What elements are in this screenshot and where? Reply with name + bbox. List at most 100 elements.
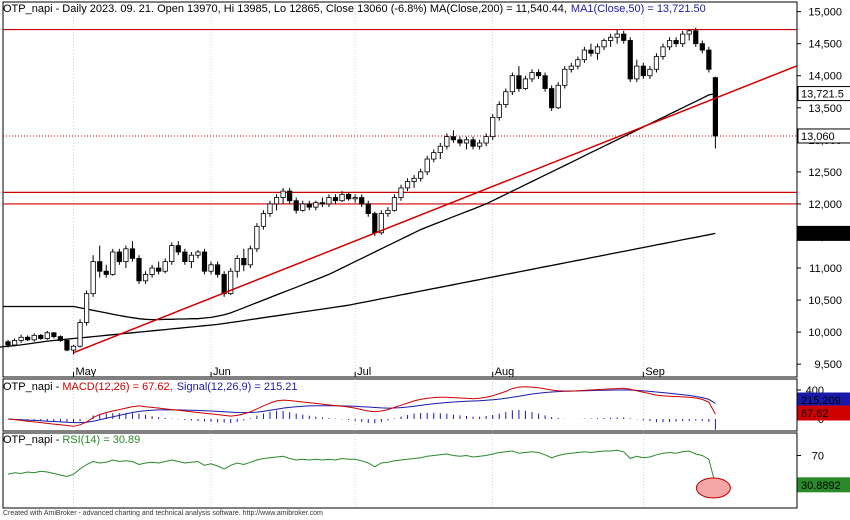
candle-up [18, 336, 24, 341]
candle-down [241, 258, 247, 266]
macd-value-tag-box [797, 405, 850, 421]
panel-frame-2 [2, 432, 798, 509]
candle-up [378, 213, 384, 234]
price-description: - Daily 2023. 09. 21. Open 13970, Hi 139… [53, 3, 430, 15]
moving-averages [0, 92, 716, 348]
price-tags: 13,721.5 13,060 11,540.4 [797, 86, 850, 241]
ma200-value-tag-box [797, 225, 850, 241]
candle-up [476, 142, 483, 147]
candle-up [280, 190, 286, 198]
panel-frame-0 [2, 1, 798, 378]
candle-up [77, 322, 83, 347]
candle-up [575, 59, 581, 67]
macd-value-tag: 67.62 [801, 408, 829, 420]
candle-down [156, 267, 162, 272]
candle-down [136, 258, 142, 282]
candle-up [149, 267, 155, 275]
candle-down [712, 77, 719, 137]
candle-up [608, 36, 614, 41]
candle-down [221, 274, 227, 295]
candle-up [666, 40, 673, 48]
horizontal-levels [3, 28, 797, 205]
rsi-value-tag-box [797, 477, 850, 493]
candle-down [319, 202, 326, 205]
candle-up [634, 65, 640, 80]
trendline [73, 65, 798, 354]
price-tick-label: 15,000 [808, 7, 842, 19]
candle-down [457, 139, 463, 144]
macd-lines [7, 386, 716, 430]
candle-up [522, 78, 529, 89]
candle-down [38, 334, 44, 339]
candle-up [195, 251, 201, 256]
panel-frame-1 [2, 378, 798, 432]
rsi-header: OTP_napi - RSI(14) = 30.89 [3, 434, 140, 446]
signal-label: Signal(12,26,9) = 215.21 [177, 381, 298, 393]
rsi-label: RSI(14) = 30.89 [62, 434, 140, 446]
candle-up [110, 251, 116, 275]
ma50-line [3, 92, 716, 321]
macd-label: MACD(12,26) = 67.62, [62, 381, 172, 393]
candle-up [162, 261, 168, 272]
candle-down [201, 251, 208, 272]
price-tick-label: 12,000 [808, 199, 842, 211]
candle-up [267, 203, 273, 214]
candles [5, 27, 719, 355]
candle-up [444, 136, 450, 147]
candle-up [300, 203, 306, 211]
candle-up [562, 68, 568, 86]
x-tick-label: Sep [645, 366, 665, 378]
candle-up [142, 274, 149, 282]
x-tick-label: May [76, 366, 97, 378]
candle-down [549, 88, 555, 109]
footer-credit: Created with AmiBroker - advanced charti… [3, 510, 323, 517]
rsi-line-path [7, 449, 716, 485]
ma200-label: MA(Close,200) = 11,540.44, [430, 3, 567, 15]
price-header: OTP_napi - Daily 2023. 09. 21. Open 1397… [3, 3, 706, 15]
candle-down [588, 49, 594, 54]
candle-up [529, 72, 535, 80]
candle-down [51, 332, 57, 338]
candle-down [57, 336, 64, 341]
candle-up [463, 139, 470, 144]
candle-up [568, 65, 574, 70]
candle-down [97, 261, 103, 272]
price-tick-label: 9,500 [814, 359, 842, 371]
candle-down [627, 40, 633, 80]
close-value-tag: 13,060 [801, 131, 835, 143]
x-gridlines [73, 2, 644, 508]
candle-up [273, 197, 280, 205]
price-tick-label: 14,500 [808, 39, 842, 51]
candle-up [418, 171, 424, 179]
candle-up [339, 193, 345, 202]
candle-down [693, 30, 699, 45]
candle-down [706, 49, 712, 70]
rsi-tags: 30.8892 [797, 477, 850, 493]
candle-down [293, 200, 299, 211]
macd-symbol-label: OTP_napi - [3, 381, 62, 393]
candle-down [287, 190, 293, 202]
x-tick-label: Jun [213, 366, 231, 378]
rsi-tick-label: 70 [812, 451, 824, 463]
x-tick-label: Jul [357, 366, 371, 378]
candle-down [332, 197, 339, 202]
candle-up [254, 225, 260, 250]
candle-down [542, 75, 548, 89]
rsi-line [7, 449, 731, 499]
price-tick-label: 10,000 [808, 327, 842, 339]
signal-line [7, 389, 716, 424]
ma200-value-tag: 11,540.4 [801, 228, 843, 240]
candle-up [123, 248, 129, 263]
price-tick-label: 10,500 [808, 295, 842, 307]
candle-down [214, 264, 221, 275]
close-value-tag-box [797, 128, 850, 144]
candle-down [365, 203, 371, 214]
candle-up [385, 209, 391, 214]
price-axis: 15,00014,50014,00013,50013,00012,50012,0… [797, 7, 842, 371]
candle-up [503, 91, 509, 105]
candle-down [182, 251, 188, 263]
candle-up [398, 187, 404, 198]
candle-down [673, 40, 679, 45]
